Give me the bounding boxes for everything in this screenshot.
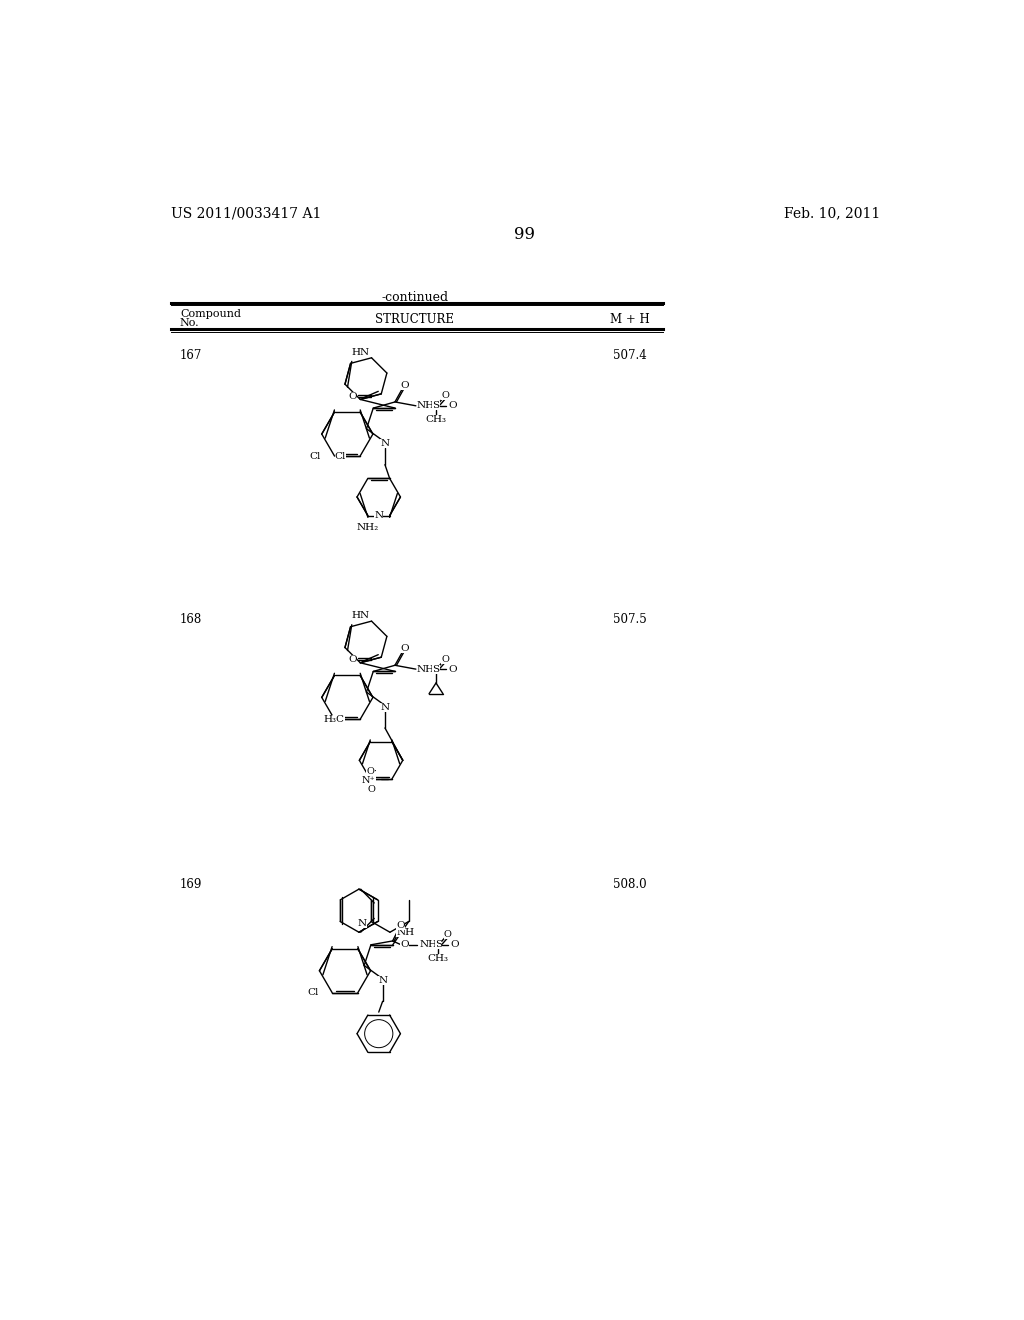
Text: O: O (443, 931, 452, 940)
Text: O: O (451, 940, 460, 949)
Text: O: O (400, 940, 409, 949)
Text: N: N (375, 511, 383, 520)
Text: O: O (441, 655, 450, 664)
Text: H₃C: H₃C (324, 715, 345, 723)
Text: 99: 99 (514, 226, 536, 243)
Text: CH₃: CH₃ (426, 416, 446, 424)
Text: N: N (380, 702, 389, 711)
Text: O: O (449, 665, 457, 673)
Text: O: O (449, 401, 457, 411)
Text: Cl: Cl (309, 451, 321, 461)
Text: O: O (400, 644, 410, 653)
Text: 168: 168 (180, 612, 202, 626)
Text: O: O (396, 921, 404, 931)
Text: N: N (378, 975, 387, 985)
Text: O: O (348, 656, 356, 664)
Text: 507.4: 507.4 (613, 350, 647, 363)
Text: No.: No. (180, 318, 200, 327)
Text: O: O (348, 392, 356, 401)
Text: 167: 167 (180, 350, 203, 363)
Text: NH: NH (396, 928, 415, 937)
Text: Compound: Compound (180, 309, 241, 319)
Text: NH₂: NH₂ (356, 524, 379, 532)
Text: O: O (400, 380, 410, 389)
Text: NH: NH (417, 401, 435, 411)
Text: 508.0: 508.0 (613, 878, 647, 891)
Text: M + H: M + H (610, 313, 650, 326)
Text: HN: HN (352, 348, 370, 356)
Text: S: S (432, 665, 439, 673)
Text: 507.5: 507.5 (613, 612, 647, 626)
Text: N: N (380, 440, 389, 449)
Text: CH₃: CH₃ (428, 954, 449, 964)
Text: O: O (368, 785, 376, 795)
Text: O: O (441, 391, 450, 400)
Text: US 2011/0033417 A1: US 2011/0033417 A1 (171, 206, 321, 220)
Text: STRUCTURE: STRUCTURE (375, 313, 455, 326)
Text: S: S (432, 401, 439, 411)
Text: HN: HN (352, 611, 370, 620)
Text: 169: 169 (180, 878, 203, 891)
Text: NH: NH (420, 940, 438, 949)
Text: Cl: Cl (307, 989, 318, 997)
Text: N: N (357, 919, 367, 928)
Text: NH: NH (417, 665, 435, 673)
Text: -continued: -continued (381, 290, 449, 304)
Text: Cl: Cl (335, 451, 346, 461)
Text: O·: O· (367, 767, 377, 776)
Text: S: S (435, 940, 442, 949)
Text: N⁺: N⁺ (361, 776, 376, 785)
Text: Feb. 10, 2011: Feb. 10, 2011 (783, 206, 880, 220)
